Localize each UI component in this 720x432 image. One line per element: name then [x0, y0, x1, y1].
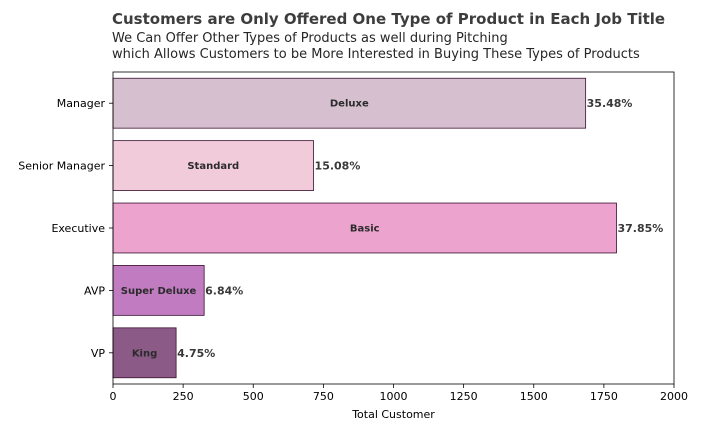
- bar-product-label: Standard: [187, 161, 239, 172]
- bar-percent-label: 6.84%: [205, 284, 243, 297]
- x-tick-label: 1250: [450, 390, 478, 403]
- chart-title: Customers are Only Offered One Type of P…: [112, 10, 666, 28]
- bar-percent-label: 4.75%: [177, 347, 215, 360]
- bar-manager: [112, 77, 587, 129]
- y-tick-label: AVP: [84, 284, 105, 297]
- x-tick-label: 2000: [660, 390, 688, 403]
- chart-subtitle-line-1: We Can Offer Other Types of Products as …: [112, 31, 508, 46]
- x-tick-label: 0: [110, 390, 117, 403]
- bar-percent-label: 15.08%: [315, 160, 361, 173]
- x-axis: 0 250 500 750 1000 1250 1500 1750 2000: [110, 384, 688, 403]
- x-tick-label: 1000: [380, 390, 408, 403]
- bars-group: Deluxe 35.48% Standard 15.08% Basic 37.85% Sup…: [112, 77, 663, 379]
- y-tick-label: Executive: [51, 222, 105, 235]
- chart-subtitle-line-2: which Allows Customers to be More Intere…: [112, 47, 640, 62]
- y-axis: Manager Senior Manager Executive AVP VP: [18, 97, 113, 360]
- y-tick-label: Senior Manager: [18, 160, 105, 173]
- bar-product-label: Deluxe: [330, 99, 369, 110]
- bar-avp: [112, 265, 205, 316]
- bar-vp: [112, 327, 177, 379]
- bar-percent-label: 35.48%: [587, 97, 633, 110]
- x-tick-label: 250: [173, 390, 194, 403]
- bar-percent-label: 37.85%: [617, 222, 663, 235]
- bar-product-label: King: [132, 348, 157, 359]
- x-tick-label: 1750: [590, 390, 618, 403]
- chart-subtitle: We Can Offer Other Types of Products as …: [112, 31, 640, 63]
- x-tick-label: 500: [243, 390, 264, 403]
- bar-executive: [112, 202, 617, 254]
- x-tick-label: 750: [313, 390, 334, 403]
- y-tick-label: VP: [91, 347, 106, 360]
- x-tick-label: 1500: [520, 390, 548, 403]
- bar-product-label: Basic: [350, 224, 380, 235]
- x-axis-label: Total Customer: [351, 408, 435, 421]
- y-tick-label: Manager: [57, 97, 106, 110]
- bar-product-label: Super Deluxe: [121, 286, 197, 297]
